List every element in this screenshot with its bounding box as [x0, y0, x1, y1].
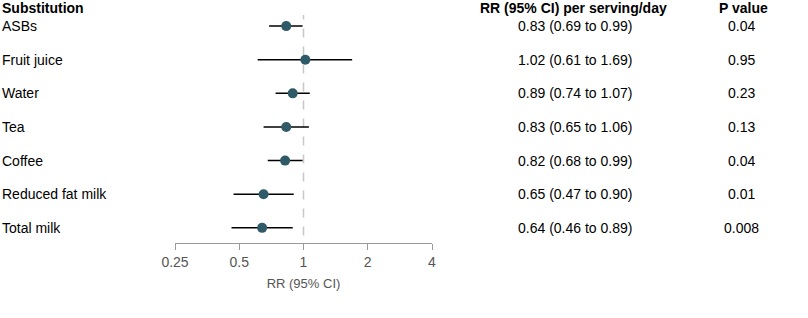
svg-text:Reduced fat milk: Reduced fat milk — [2, 186, 107, 202]
svg-text:0.83 (0.69 to 0.99): 0.83 (0.69 to 0.99) — [518, 18, 632, 34]
svg-text:0.04: 0.04 — [728, 18, 755, 34]
svg-text:ASBs: ASBs — [2, 18, 37, 34]
svg-text:Coffee: Coffee — [2, 153, 43, 169]
svg-text:0.23: 0.23 — [728, 85, 755, 101]
svg-text:Fruit juice: Fruit juice — [2, 52, 63, 68]
svg-text:1: 1 — [300, 254, 308, 270]
svg-text:0.5: 0.5 — [230, 254, 250, 270]
svg-text:RR (95% CI): RR (95% CI) — [267, 276, 341, 291]
svg-text:0.64 (0.46 to 0.89): 0.64 (0.46 to 0.89) — [518, 220, 632, 236]
svg-text:Water: Water — [2, 85, 39, 101]
svg-text:0.13: 0.13 — [728, 119, 755, 135]
svg-text:Tea: Tea — [2, 119, 25, 135]
svg-text:0.04: 0.04 — [728, 153, 755, 169]
svg-text:2: 2 — [364, 254, 372, 270]
svg-text:0.82 (0.68 to 0.99): 0.82 (0.68 to 0.99) — [518, 153, 632, 169]
svg-text:P value: P value — [719, 0, 768, 16]
svg-text:0.95: 0.95 — [728, 52, 755, 68]
svg-text:0.89 (0.74 to 1.07): 0.89 (0.74 to 1.07) — [518, 85, 632, 101]
svg-text:RR (95% CI) per serving/day: RR (95% CI) per serving/day — [480, 0, 667, 16]
svg-text:0.008: 0.008 — [724, 220, 759, 236]
svg-text:0.65 (0.47 to 0.90): 0.65 (0.47 to 0.90) — [518, 186, 632, 202]
svg-text:0.01: 0.01 — [728, 186, 755, 202]
svg-text:1.02 (0.61 to 1.69): 1.02 (0.61 to 1.69) — [518, 52, 632, 68]
svg-text:Total milk: Total milk — [2, 220, 61, 236]
svg-text:Substitution: Substitution — [2, 0, 84, 16]
svg-text:0.25: 0.25 — [161, 254, 188, 270]
svg-text:4: 4 — [428, 254, 436, 270]
svg-text:0.83 (0.65 to 1.06): 0.83 (0.65 to 1.06) — [518, 119, 632, 135]
